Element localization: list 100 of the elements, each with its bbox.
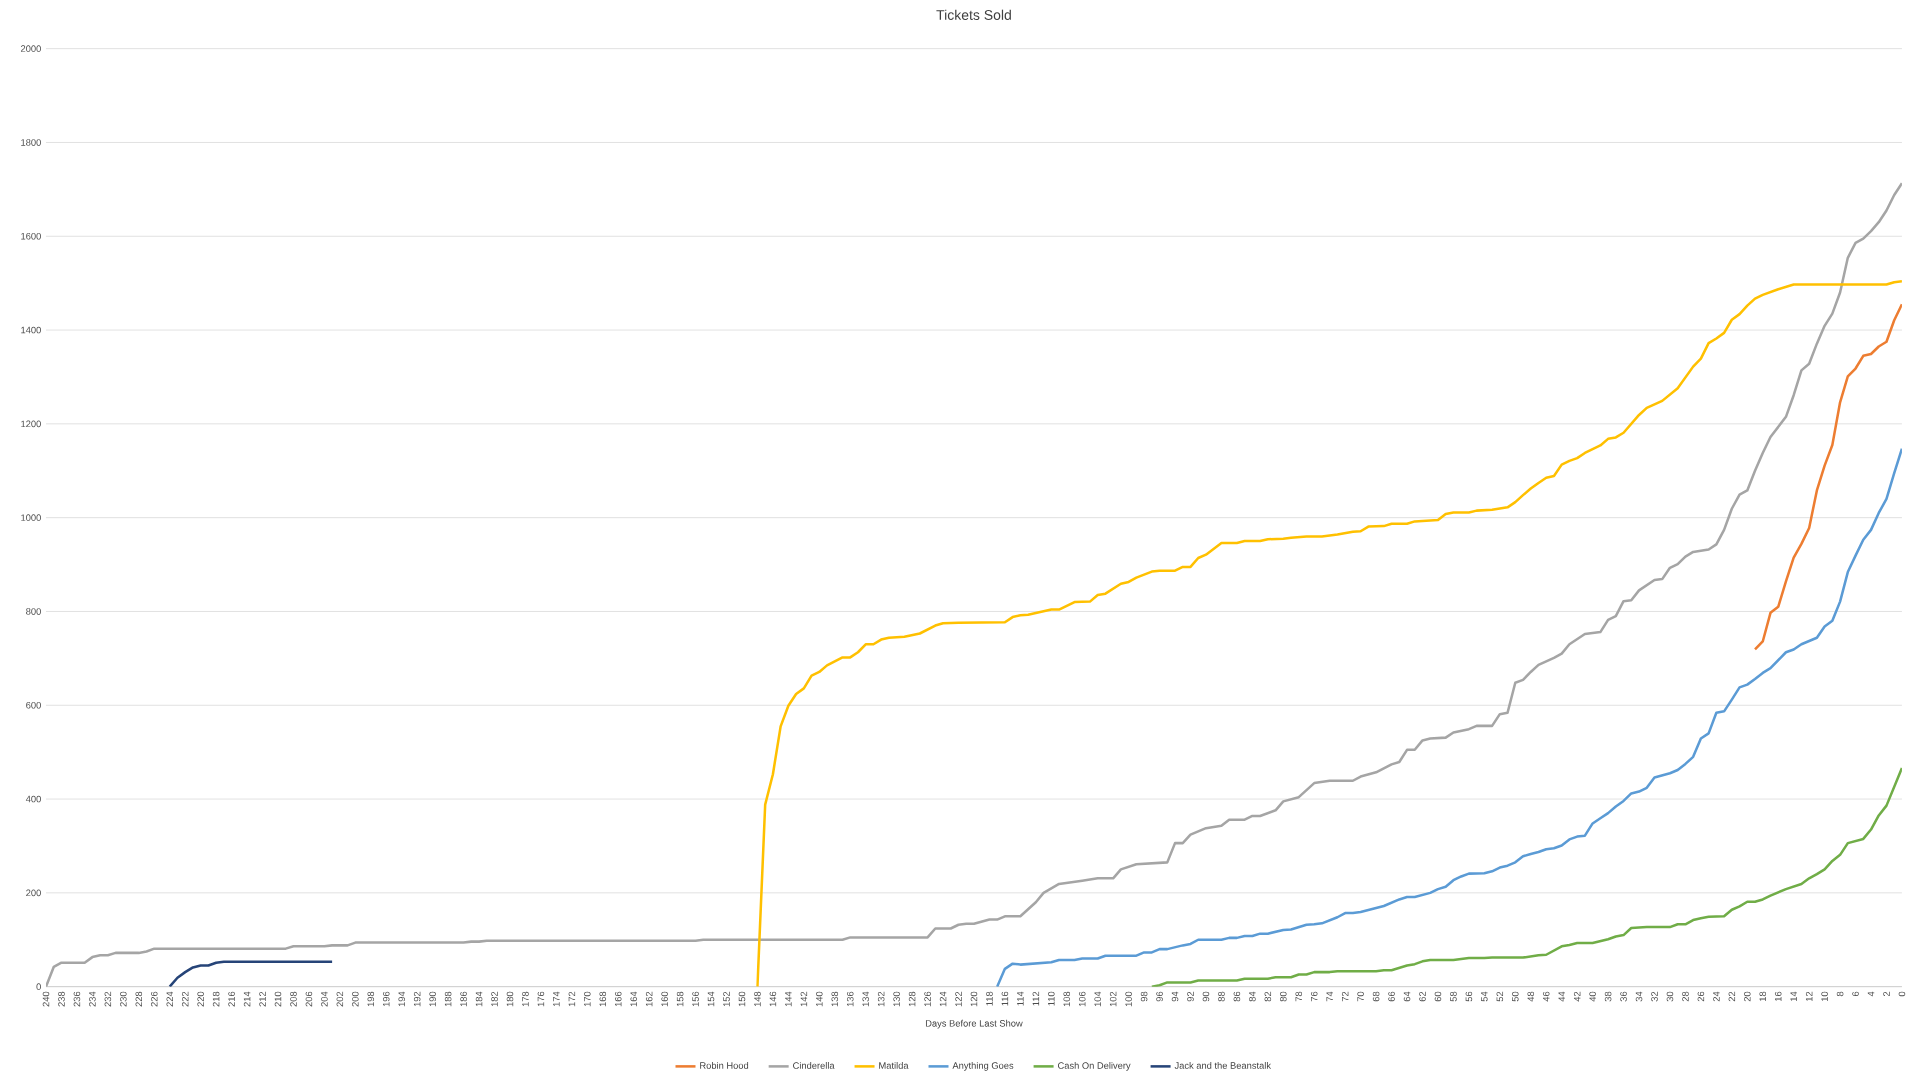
- x-tick-label: 104: [1094, 991, 1101, 1007]
- x-tick-label: 42: [1573, 991, 1581, 1002]
- y-tick-label: 400: [25, 795, 41, 803]
- x-tick-label: 190: [429, 991, 436, 1007]
- x-tick-label: 96: [1156, 991, 1163, 1002]
- legend-label: Cinderella: [793, 1062, 835, 1069]
- x-tick-label: 224: [166, 991, 173, 1007]
- x-tick-label: 132: [877, 991, 885, 1007]
- x-tick-label: 178: [522, 991, 529, 1007]
- x-tick-label: 56: [1465, 991, 1473, 1002]
- x-tick-label: 228: [135, 991, 143, 1007]
- x-tick-label: 38: [1604, 991, 1612, 1002]
- x-tick-label: 36: [1620, 991, 1627, 1002]
- y-tick-label: 1800: [21, 139, 41, 146]
- legend-label: Robin Hood: [700, 1062, 749, 1069]
- x-axis-title: Days Before Last Show: [925, 1019, 1023, 1029]
- x-tick-label: 164: [630, 991, 637, 1007]
- x-tick-label: 188: [444, 991, 452, 1007]
- x-tick-label: 72: [1341, 991, 1349, 1002]
- x-tick-label: 24: [1713, 991, 1720, 1002]
- x-tick-label: 192: [413, 991, 421, 1007]
- x-tick-label: 118: [986, 991, 993, 1006]
- x-tick-label: 126: [924, 991, 931, 1007]
- x-tick-label: 200: [352, 991, 359, 1007]
- x-tick-label: 110: [1048, 991, 1055, 1006]
- x-tick-label: 214: [243, 991, 251, 1007]
- line-series: [756, 280, 1902, 987]
- x-tick-label: 212: [259, 991, 266, 1007]
- x-tick-label: 124: [939, 991, 947, 1007]
- x-tick-label: 92: [1187, 991, 1194, 1002]
- x-tick-label: 52: [1496, 991, 1504, 1002]
- x-tick-label: 0: [1898, 991, 1906, 997]
- y-tick-label: 200: [26, 889, 41, 897]
- x-tick-label: 218: [212, 991, 220, 1007]
- x-tick-label: 62: [1419, 991, 1426, 1002]
- x-tick-label: 216: [228, 991, 235, 1007]
- legend-label: Matilda: [879, 1062, 909, 1069]
- y-tick-label: 1200: [21, 420, 41, 428]
- x-tick-label: 76: [1310, 991, 1318, 1002]
- x-tick-label: 194: [398, 991, 406, 1007]
- x-tick-label: 10: [1821, 991, 1828, 1002]
- x-tick-label: 208: [290, 991, 297, 1007]
- x-tick-label: 74: [1326, 991, 1333, 1002]
- x-tick-label: 26: [1697, 991, 1705, 1002]
- x-tick-label: 184: [475, 991, 483, 1007]
- y-tick-label: 1600: [21, 232, 41, 240]
- x-tick-label: 130: [893, 991, 900, 1007]
- x-tick-label: 220: [197, 991, 204, 1007]
- x-tick-label: 150: [738, 991, 746, 1007]
- x-tick-label: 66: [1388, 991, 1395, 1002]
- x-tick-label: 4: [1867, 991, 1875, 997]
- x-tick-label: 84: [1249, 991, 1256, 1002]
- x-tick-label: 134: [862, 991, 869, 1007]
- x-tick-label: 120: [970, 991, 978, 1007]
- x-tick-label: 182: [491, 991, 498, 1007]
- x-tick-label: 144: [785, 991, 792, 1007]
- x-tick-label: 34: [1635, 991, 1643, 1002]
- x-tick-label: 156: [692, 991, 699, 1007]
- x-tick-label: 48: [1527, 991, 1535, 1002]
- x-tick-label: 32: [1651, 991, 1658, 1002]
- x-tick-label: 106: [1078, 991, 1086, 1007]
- x-tick-label: 230: [120, 991, 127, 1007]
- x-tick-label: 180: [506, 991, 514, 1007]
- x-tick-label: 172: [568, 991, 576, 1007]
- x-tick-label: 160: [661, 991, 668, 1007]
- line-series: [45, 181, 1902, 987]
- x-tick-label: 210: [274, 991, 282, 1007]
- x-tick-label: 202: [336, 991, 344, 1007]
- x-tick-label: 234: [89, 991, 96, 1007]
- x-tick-label: 114: [1017, 991, 1024, 1006]
- x-tick-label: 50: [1512, 991, 1519, 1002]
- x-tick-label: 64: [1403, 991, 1411, 1002]
- x-tick-label: 168: [599, 991, 607, 1007]
- x-tick-label: 128: [908, 991, 916, 1007]
- x-tick-label: 102: [1109, 991, 1117, 1007]
- x-tick-label: 8: [1836, 991, 1844, 997]
- x-tick-label: 80: [1280, 991, 1287, 1002]
- x-tick-label: 68: [1372, 991, 1380, 1002]
- x-tick-label: 176: [537, 991, 545, 1007]
- y-tick-label: 600: [26, 701, 41, 709]
- x-tick-label: 54: [1481, 991, 1488, 1002]
- x-tick-label: 136: [846, 991, 854, 1007]
- x-tick-label: 162: [645, 991, 653, 1007]
- x-tick-label: 14: [1790, 991, 1797, 1002]
- x-tick-label: 86: [1233, 991, 1241, 1002]
- x-tick-label: 30: [1666, 991, 1674, 1002]
- x-tick-label: 22: [1728, 991, 1736, 1002]
- x-tick-label: 78: [1295, 991, 1303, 1002]
- y-tick-label: 2000: [20, 45, 41, 52]
- x-tick-label: 44: [1558, 991, 1565, 1002]
- x-tick-label: 148: [754, 991, 761, 1007]
- x-tick-label: 116: [1001, 991, 1009, 1006]
- x-tick-label: 82: [1264, 991, 1272, 1002]
- x-tick-label: 142: [800, 991, 808, 1007]
- x-tick-label: 196: [382, 991, 390, 1007]
- x-tick-label: 100: [1125, 991, 1132, 1007]
- x-tick-label: 98: [1140, 991, 1148, 1002]
- x-tick-label: 94: [1171, 991, 1179, 1002]
- x-tick-label: 6: [1852, 991, 1859, 997]
- x-tick-label: 158: [676, 991, 684, 1007]
